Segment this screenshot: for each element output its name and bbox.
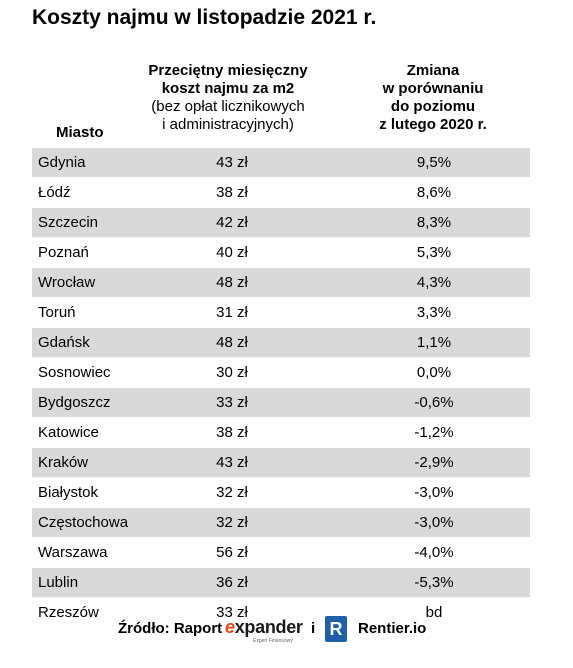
cell-change: 9,5%: [416, 154, 452, 171]
cell-cost: 43 zł: [216, 154, 248, 171]
cell-cost: 48 zł: [216, 274, 248, 291]
table-row: Rzeszów 33 zł bd: [32, 598, 530, 628]
cell-city: Warszawa: [38, 544, 108, 561]
cell-change: 3,3%: [416, 304, 452, 321]
table-row: Częstochowa 32 zł -3,0%: [32, 508, 530, 538]
table-row: Katowice 38 zł -1,2%: [32, 418, 530, 448]
cell-cost: 31 zł: [216, 304, 248, 321]
table-row: Łódź 38 zł 8,6%: [32, 178, 530, 208]
cell-change: 8,6%: [416, 184, 452, 201]
column-header-cost-line4: i administracyjnych): [162, 116, 294, 133]
column-header-cost-line1: Przeciętny miesięczny: [148, 62, 308, 79]
cell-city: Wrocław: [38, 274, 96, 291]
cell-cost: 38 zł: [216, 424, 248, 441]
cell-change: -2,9%: [414, 454, 454, 471]
cell-city: Gdynia: [38, 154, 86, 171]
expander-wordmark-prefix: e: [225, 617, 235, 637]
cell-city: Gdańsk: [38, 334, 90, 351]
cell-change: 4,3%: [416, 274, 452, 291]
cell-change: -5,3%: [414, 574, 454, 591]
cell-cost: 40 zł: [216, 244, 248, 261]
cell-city: Rzeszów: [38, 604, 99, 621]
table-row: Kraków 43 zł -2,9%: [32, 448, 530, 478]
rentier-logo-icon: R: [325, 616, 347, 642]
source-footer: Źródło: Raport expander Expert Finansowy…: [0, 616, 573, 646]
cell-city: Łódź: [38, 184, 71, 201]
table-row: Toruń 31 zł 3,3%: [32, 298, 530, 328]
cell-city: Bydgoszcz: [38, 394, 111, 411]
source-conjunction: i: [311, 620, 316, 637]
cell-city: Kraków: [38, 454, 89, 471]
column-header-change: Zmiana w porównaniu do poziomu z lutego …: [358, 62, 508, 134]
table-row: Gdynia 43 zł 9,5%: [32, 148, 530, 178]
cell-change: -3,0%: [414, 514, 454, 531]
cell-cost: 30 zł: [216, 364, 248, 381]
table-row: Lublin 36 zł -5,3%: [32, 568, 530, 598]
cell-city: Lublin: [38, 574, 79, 591]
cell-city: Sosnowiec: [38, 364, 111, 381]
cell-city: Poznań: [38, 244, 89, 261]
cell-city: Częstochowa: [38, 514, 129, 531]
cell-cost: 33 zł: [216, 394, 248, 411]
cell-cost: 33 zł: [216, 604, 248, 621]
cell-change: -1,2%: [414, 424, 454, 441]
cell-cost: 38 zł: [216, 184, 248, 201]
cell-city: Katowice: [38, 424, 99, 441]
column-header-change-line4: z lutego 2020 r.: [379, 116, 487, 133]
column-header-cost-line3: (bez opłat licznikowych: [151, 98, 305, 115]
cell-city: Szczecin: [38, 214, 99, 231]
column-header-change-line3: do poziomu: [390, 98, 476, 115]
cell-cost: 48 zł: [216, 334, 248, 351]
column-header-change-line2: w porównaniu: [382, 80, 484, 97]
table-row: Szczecin 42 zł 8,3%: [32, 208, 530, 238]
cell-change: -4,0%: [414, 544, 454, 561]
expander-wordmark-suffix: xpander: [234, 617, 303, 637]
cell-cost: 36 zł: [216, 574, 248, 591]
cell-change: 5,3%: [416, 244, 452, 261]
rentier-label: Rentier.io: [358, 620, 427, 637]
cell-change: 1,1%: [416, 334, 452, 351]
cell-change: -3,0%: [414, 484, 454, 501]
column-header-cost-line2: koszt najmu za m2: [161, 80, 295, 97]
table-row: Gdańsk 48 zł 1,1%: [32, 328, 530, 358]
column-header-change-line1: Zmiana: [406, 62, 460, 79]
page-title: Koszty najmu w listopadzie 2021 r.: [32, 6, 377, 29]
table-row: Poznań 40 zł 5,3%: [32, 238, 530, 268]
expander-tagline: Expert Finansowy: [253, 638, 293, 644]
table-header: Miasto Przeciętny miesięczny koszt najmu…: [32, 62, 530, 148]
cell-change: 0,0%: [416, 364, 452, 381]
expander-logo: expander Expert Finansowy: [225, 616, 307, 646]
table-row: Bydgoszcz 33 zł -0,6%: [32, 388, 530, 418]
cell-city: Toruń: [38, 304, 76, 321]
table-row: Warszawa 56 zł -4,0%: [32, 538, 530, 568]
source-label: Źródło: Raport: [118, 620, 223, 637]
cell-change: -0,6%: [414, 394, 454, 411]
cell-cost: 32 zł: [216, 514, 248, 531]
column-header-cost: Przeciętny miesięczny koszt najmu za m2 …: [128, 62, 328, 134]
cell-cost: 43 zł: [216, 454, 248, 471]
table-row: Białystok 32 zł -3,0%: [32, 478, 530, 508]
cell-change: bd: [425, 604, 443, 621]
cell-cost: 32 zł: [216, 484, 248, 501]
cell-cost: 42 zł: [216, 214, 248, 231]
table-row: Sosnowiec 30 zł 0,0%: [32, 358, 530, 388]
cell-cost: 56 zł: [216, 544, 248, 561]
column-header-city: Miasto: [56, 124, 104, 141]
cell-change: 8,3%: [416, 214, 452, 231]
rent-table: Gdynia 43 zł 9,5% Łódź 38 zł 8,6% Szczecin 42 z…: [32, 148, 530, 628]
cell-city: Białystok: [38, 484, 99, 501]
expander-wordmark: expander: [225, 617, 303, 638]
table-row: Wrocław 48 zł 4,3%: [32, 268, 530, 298]
